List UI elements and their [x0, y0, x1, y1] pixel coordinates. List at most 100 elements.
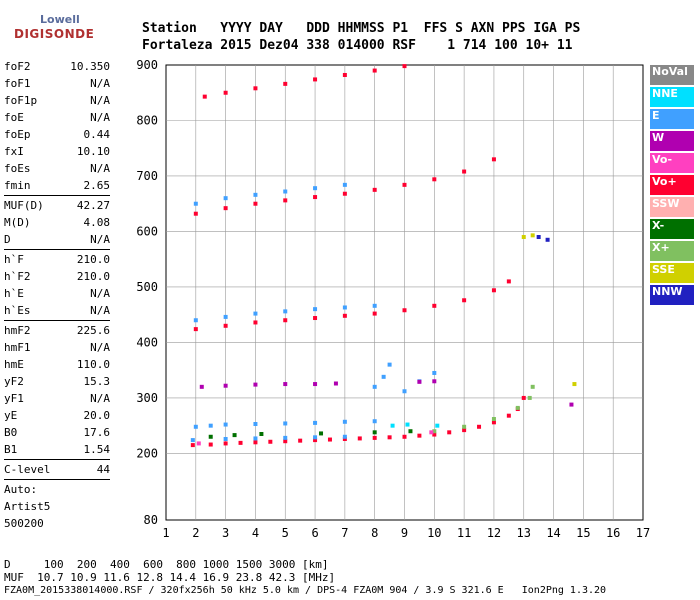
legend-item: SSE — [650, 263, 694, 283]
y-tick-label: 700 — [136, 169, 158, 183]
param-name: fxI — [4, 145, 24, 158]
footer-muf-line: MUF 10.7 10.9 11.6 12.8 14.4 16.9 23.8 4… — [4, 571, 336, 584]
data-point — [196, 441, 201, 446]
data-point — [223, 314, 228, 319]
param-group-4: hmF2 225.6 hmF1 N/A hmE 110.0 yF2 15.3 yF1 N/A yE 2… — [4, 322, 110, 458]
data-point — [536, 235, 541, 240]
data-point — [313, 435, 318, 440]
data-point — [190, 438, 195, 443]
x-tick-label: 6 — [311, 526, 318, 540]
y-tick-label: 900 — [136, 58, 158, 72]
param-row: fxI 10.10 — [4, 143, 110, 160]
param-value: 10.10 — [76, 145, 110, 158]
data-point — [313, 438, 318, 443]
data-point — [223, 441, 228, 446]
logo-line-2: DIGISONDE — [14, 27, 95, 41]
y-tick-label: 800 — [136, 113, 158, 127]
data-point — [462, 424, 467, 429]
data-point — [462, 169, 467, 174]
data-point — [193, 201, 198, 206]
legend-item: Vo- — [650, 153, 694, 173]
data-point — [223, 422, 228, 427]
data-point — [572, 382, 577, 387]
data-point — [283, 435, 288, 440]
separator — [4, 459, 110, 460]
param-value: N/A — [90, 94, 110, 107]
x-tick-label: 2 — [192, 526, 199, 540]
param-row: foF1 N/A — [4, 75, 110, 92]
param-row-clevel: C-level 44 — [4, 461, 110, 478]
data-point — [253, 440, 258, 445]
data-point — [223, 323, 228, 328]
data-point — [417, 379, 422, 384]
data-point — [193, 424, 198, 429]
data-point — [402, 182, 407, 187]
data-point — [387, 435, 392, 440]
x-tick-label: 14 — [546, 526, 560, 540]
y-tick-label: 400 — [136, 335, 158, 349]
param-name: h`Es — [4, 304, 31, 317]
param-value: 2.65 — [83, 179, 111, 192]
data-point — [491, 157, 496, 162]
data-point — [319, 431, 324, 436]
param-name: yF2 — [4, 375, 24, 388]
data-point — [283, 382, 288, 387]
data-point — [259, 431, 264, 436]
param-value: 20.0 — [83, 409, 111, 422]
lowell-digisonde-logo: Lowell DIGISONDE — [12, 10, 94, 48]
data-point — [390, 423, 395, 428]
param-value: N/A — [90, 304, 110, 317]
data-point — [342, 72, 347, 77]
param-row: MUF(D) 42.27 — [4, 197, 110, 214]
legend-item: W — [650, 131, 694, 151]
x-tick-label: 1 — [162, 526, 169, 540]
data-point — [506, 279, 511, 284]
param-value: 15.3 — [83, 375, 111, 388]
data-point — [432, 432, 437, 437]
x-tick-label: 4 — [252, 526, 259, 540]
legend-item: Vo+ — [650, 175, 694, 195]
param-row: B0 17.6 — [4, 424, 110, 441]
param-value: 110.0 — [76, 358, 110, 371]
data-point — [313, 186, 318, 191]
data-point — [417, 433, 422, 438]
data-point — [429, 430, 434, 435]
legend: NoVal NNE E W Vo- Vo+ SSW X- X+ SSE NNW — [650, 65, 694, 307]
legend-item: X+ — [650, 241, 694, 261]
data-point — [432, 177, 437, 182]
param-row: yE 20.0 — [4, 407, 110, 424]
data-point — [569, 402, 574, 407]
data-point — [387, 362, 392, 367]
header-values: Fortaleza 2015 Dez04 338 014000 RSF 1 71… — [142, 38, 573, 53]
x-tick-label: 9 — [401, 526, 408, 540]
data-point — [530, 384, 535, 389]
data-point — [208, 423, 213, 428]
param-row: fmin 2.65 — [4, 177, 110, 194]
param-row: h`F 210.0 — [4, 251, 110, 268]
footer-distance-line: D 100 200 400 600 800 1000 1500 3000 [km… — [4, 558, 329, 571]
footer-file-line: FZA0M_2015338014000.RSF / 320fx256h 50 k… — [4, 585, 607, 596]
param-name: M(D) — [4, 216, 31, 229]
param-row: foE N/A — [4, 109, 110, 126]
param-name: B1 — [4, 443, 18, 456]
param-value: N/A — [90, 162, 110, 175]
param-value: 42.27 — [76, 199, 110, 212]
data-point — [342, 434, 347, 439]
param-row: B1 1.54 — [4, 441, 110, 458]
data-point — [372, 68, 377, 73]
param-value: 44 — [96, 463, 110, 476]
param-name: fmin — [4, 179, 31, 192]
data-point — [342, 191, 347, 196]
data-point — [208, 442, 213, 447]
x-tick-label: 8 — [371, 526, 378, 540]
data-point — [313, 307, 318, 312]
param-row: yF1 N/A — [4, 390, 110, 407]
param-row: M(D) 4.08 — [4, 214, 110, 231]
data-point — [506, 413, 511, 418]
param-value: 4.08 — [83, 216, 111, 229]
data-point — [268, 439, 273, 444]
data-point — [327, 437, 332, 442]
data-point — [283, 81, 288, 86]
data-point — [530, 233, 535, 238]
data-point — [193, 318, 198, 323]
